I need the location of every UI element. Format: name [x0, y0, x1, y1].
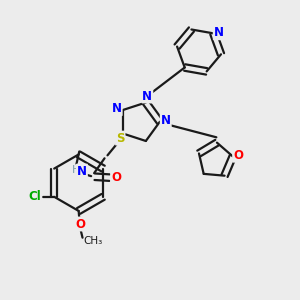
Text: O: O	[111, 171, 121, 184]
Text: N: N	[142, 89, 152, 103]
Text: H: H	[72, 165, 80, 175]
Text: N: N	[161, 114, 171, 127]
Text: N: N	[112, 102, 122, 115]
Text: S: S	[116, 132, 124, 145]
Text: CH₃: CH₃	[84, 236, 103, 246]
Text: N: N	[214, 26, 224, 39]
Text: Cl: Cl	[28, 190, 41, 203]
Text: O: O	[75, 218, 85, 230]
Text: N: N	[77, 165, 87, 178]
Text: O: O	[233, 149, 243, 162]
